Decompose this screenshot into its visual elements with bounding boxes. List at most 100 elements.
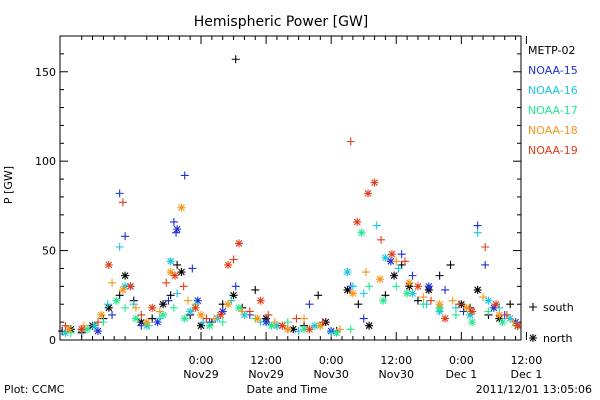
data-point <box>199 318 208 327</box>
data-point <box>310 321 319 330</box>
series-metp-02 <box>58 55 522 337</box>
data-point <box>300 325 309 334</box>
data-point <box>381 253 390 262</box>
data-point <box>370 178 379 187</box>
data-point <box>159 310 168 319</box>
data-point <box>227 296 236 305</box>
data-point <box>191 303 200 312</box>
x-tick-time-label: 0:00 <box>449 354 474 367</box>
data-point <box>234 303 243 312</box>
data-point <box>112 296 121 305</box>
data-point <box>394 264 403 273</box>
data-point <box>365 321 374 330</box>
data-point <box>153 318 162 327</box>
data-point <box>506 300 515 309</box>
data-point <box>386 257 395 266</box>
data-point <box>435 271 444 280</box>
data-point <box>229 255 238 264</box>
data-point <box>180 171 189 180</box>
data-point <box>455 300 464 309</box>
data-point <box>231 282 240 291</box>
data-point <box>473 221 482 230</box>
data-point <box>343 285 352 294</box>
data-point <box>126 282 135 291</box>
data-point <box>375 275 384 284</box>
data-point <box>253 314 262 323</box>
data-point <box>164 296 173 305</box>
data-point <box>188 264 197 273</box>
data-point <box>446 260 455 269</box>
data-point <box>115 189 124 198</box>
x-tick-date-label: Nov30 <box>379 368 414 381</box>
x-tick-date-label: Nov29 <box>248 368 283 381</box>
data-point <box>506 314 515 323</box>
series-noaa-18 <box>64 203 518 334</box>
data-point <box>177 203 186 212</box>
data-point <box>408 271 417 280</box>
data-point <box>108 278 117 287</box>
data-point <box>441 314 450 323</box>
data-point <box>484 307 493 316</box>
data-point <box>300 314 309 323</box>
data-point <box>173 260 182 269</box>
data-point <box>148 314 157 323</box>
data-point <box>83 325 92 334</box>
data-point <box>468 307 477 316</box>
data-point <box>93 327 102 336</box>
x-axis-label: Date and Time <box>247 383 328 396</box>
data-point <box>108 310 117 319</box>
data-point <box>346 325 355 334</box>
data-point <box>426 296 435 305</box>
data-point <box>413 282 422 291</box>
data-point <box>468 318 477 327</box>
data-point <box>364 189 373 198</box>
data-point <box>495 310 504 319</box>
data-point <box>513 321 522 330</box>
plot-timestamp: 2011/12/01 13:05:06 <box>476 383 592 396</box>
data-point <box>155 307 164 316</box>
data-point <box>173 289 182 298</box>
x-tick-time-label: 0:00 <box>319 354 344 367</box>
data-point <box>435 300 444 309</box>
data-point <box>245 307 254 316</box>
data-point <box>121 303 130 312</box>
data-point <box>104 303 113 312</box>
data-point <box>77 325 86 334</box>
data-point <box>264 310 273 319</box>
x-tick-date-label: Nov29 <box>183 368 218 381</box>
data-point <box>166 268 175 277</box>
data-point <box>166 257 175 266</box>
data-point <box>193 296 202 305</box>
series-noaa-19 <box>61 137 522 334</box>
data-point <box>142 318 151 327</box>
data-point <box>205 321 214 330</box>
data-point <box>179 282 188 291</box>
legend-entry-noaa-18: NOAA-18 <box>528 124 578 137</box>
legend: METP-02 NOAA-15 NOAA-16 NOAA-17 NOAA-18 NOAA-… <box>528 44 578 345</box>
data-point <box>97 310 106 319</box>
data-point <box>294 327 303 336</box>
data-point <box>403 289 412 298</box>
data-point <box>353 217 362 226</box>
legend-marker-south <box>529 303 537 311</box>
plot-credit: Plot: CCMC <box>4 383 65 396</box>
data-point <box>509 318 518 327</box>
data-point <box>441 285 450 294</box>
data-point <box>58 327 67 336</box>
data-point <box>413 296 422 305</box>
data-point <box>424 282 433 291</box>
data-point <box>361 268 370 277</box>
data-point <box>473 285 482 294</box>
data-point <box>231 55 240 64</box>
data-point <box>359 314 368 323</box>
data-point <box>451 303 460 312</box>
series-noaa-16 <box>61 221 515 337</box>
data-point <box>166 291 175 300</box>
data-point <box>343 268 352 277</box>
y-axis-label: P [GW] <box>2 166 15 204</box>
x-tick-time-label: 12:00 <box>250 354 282 367</box>
data-point <box>348 289 357 298</box>
data-point <box>118 198 127 207</box>
data-point <box>121 282 130 291</box>
